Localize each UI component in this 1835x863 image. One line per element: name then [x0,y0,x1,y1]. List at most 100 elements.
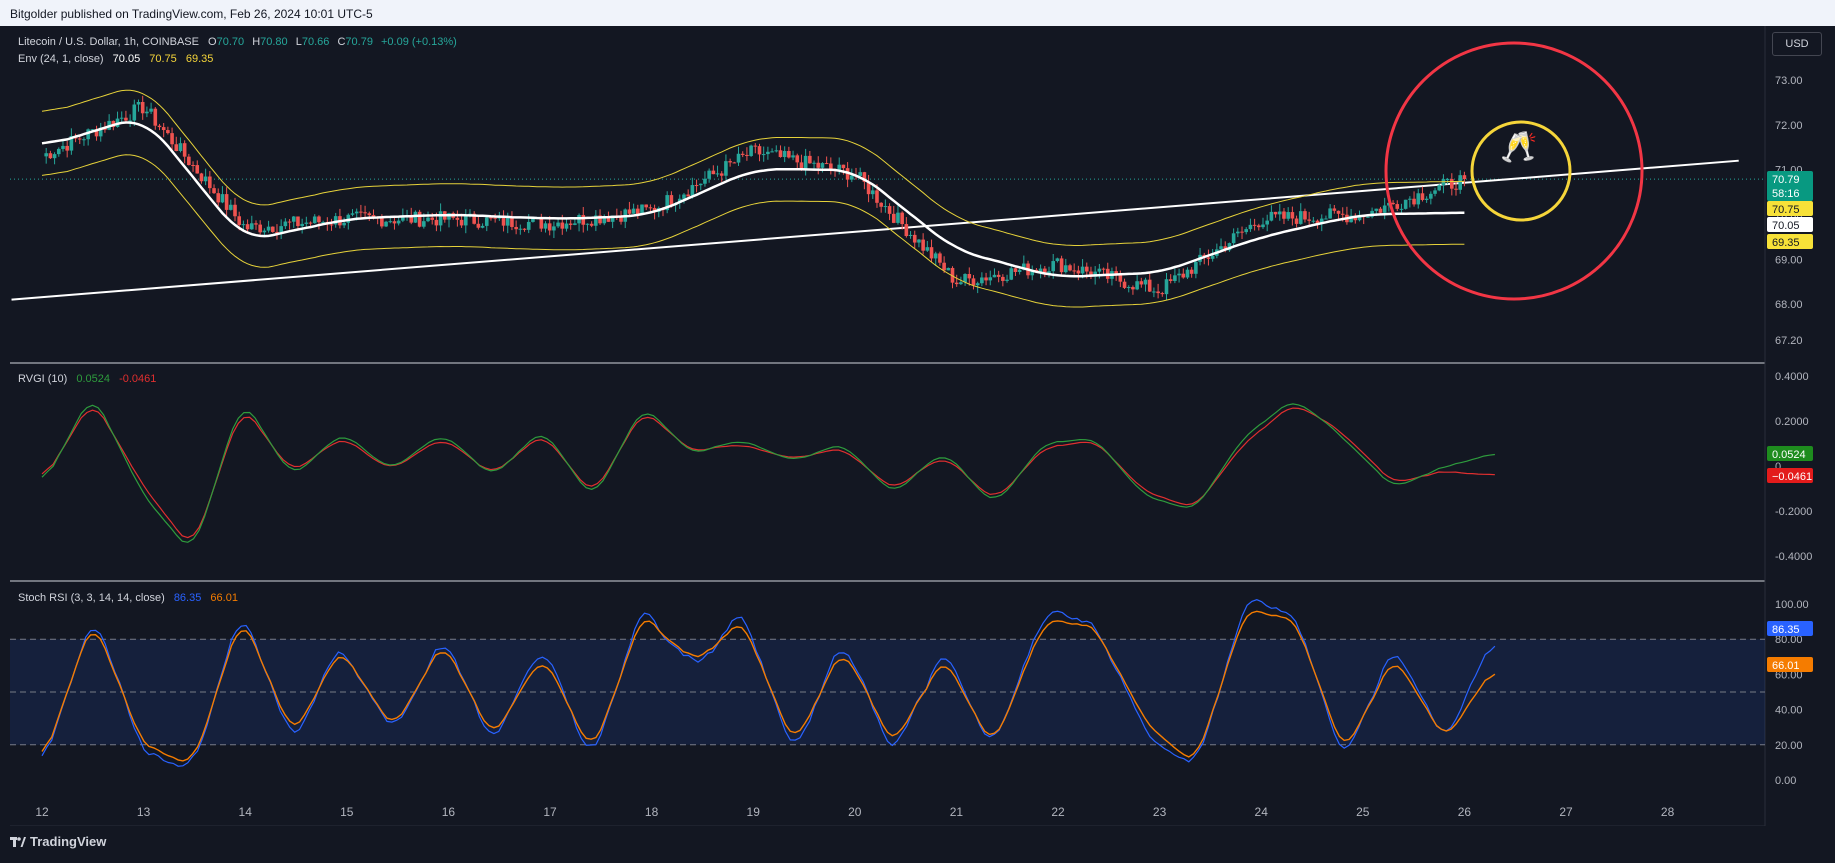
candle-body [795,155,800,163]
candle-body [208,176,212,189]
candle-body [1399,208,1404,210]
candle-body [65,145,69,151]
candle-body [1273,211,1278,215]
candle-body [933,253,938,259]
candle-body [908,234,913,237]
price-tick: 67.20 [1775,335,1803,347]
candle-body [963,274,967,283]
candle-body [1378,208,1383,213]
candle-body [1013,268,1018,272]
candle-body [157,125,162,128]
rvgi-pane[interactable] [41,403,1495,543]
env-basis-badge: 70.05 [1772,220,1800,232]
candle-body [875,190,879,203]
candle-body [1017,269,1022,272]
candle-body [1055,258,1060,262]
candle-body [816,162,821,168]
candle-body [44,153,48,157]
candle-body [1420,193,1425,200]
candle-body [883,206,888,208]
candle-body [690,185,695,197]
candle-body [1231,233,1236,244]
tv-logo-icon [10,835,26,847]
env-title: Env (24, 1, close) [18,53,104,65]
candle-body [648,207,653,209]
candle-body [925,247,930,251]
candle-body [283,221,288,227]
candle-body [438,211,443,226]
candle-body [782,150,787,158]
candle-body [363,212,367,214]
candle-body [841,164,846,169]
candle-body [531,217,535,222]
candle-body [912,234,917,243]
open-value: 70.70 [217,36,245,48]
candle-body [413,211,418,223]
candle-body [174,144,179,151]
price-pane[interactable]: 🥂 [10,41,1765,308]
candle-body [1382,205,1387,213]
candle-body [203,176,208,182]
candle-body [463,215,468,226]
candle-body [371,215,376,217]
candle-body [459,219,464,226]
candle-body [686,194,690,197]
candle-body [984,277,988,281]
candle-body [98,127,103,137]
candle-body [803,155,808,170]
candle-body [233,204,237,217]
tradingview-logo[interactable]: TradingView [10,834,106,849]
currency-button[interactable]: USD [1772,32,1822,56]
candle-body [870,190,875,195]
candle-body [938,253,942,263]
candle-body [199,173,204,182]
candle-body [149,108,153,112]
candle-body [954,282,959,285]
candle-body [1332,208,1337,211]
stoch-tick: 100.00 [1775,599,1809,611]
time-axis[interactable]: 12 13 14 15 16 17 18 19 20 21 22 23 24 25 26 27 28 [35,805,1674,819]
stoch-rsi-pane[interactable] [10,599,1765,767]
candle-body [392,221,397,224]
stoch-d-badge-bg [1767,657,1813,672]
candle-body [808,155,812,164]
candle-body [1315,220,1320,224]
candle-body [321,222,325,224]
candle-body [480,225,485,228]
candle-body [1328,208,1332,219]
candle-body [1227,243,1232,251]
candle-body [270,226,275,232]
candle-body [1101,268,1106,270]
candle-body [170,133,174,145]
candle-body [1118,274,1123,282]
env-upper-badge: 70.75 [1772,204,1800,216]
highlight-circle-small [1470,120,1572,222]
candle-body [552,226,556,231]
low-value: 70.66 [302,36,330,48]
candle-body [1412,198,1416,205]
candle-body [409,215,414,223]
candle-body [422,221,426,227]
candle-body [640,204,644,215]
candle-body [573,223,577,225]
candle-body [1433,190,1437,194]
candle-body [724,161,728,176]
candle-body [212,188,216,194]
candle-body [589,223,594,226]
legends: Litecoin / U.S. Dollar, 1h, COINBASE O70… [18,36,457,604]
footer-bar: TradingView [0,826,1835,863]
candle-body [77,138,82,140]
candle-body [980,277,984,284]
price-axis[interactable]: 73.0072.0071.0070.0069.0068.0067.200.400… [1775,75,1812,787]
candle-body [229,204,233,210]
time-tick: 14 [239,805,253,819]
candle-body [396,220,401,224]
candle-body [291,216,296,222]
candle-body [820,163,825,168]
candle-body [153,108,158,126]
publisher-bar: Bitgolder published on TradingView.com, … [0,0,1835,26]
candle-body [891,213,896,223]
candle-body [1257,225,1261,228]
stoch-title: Stoch RSI (3, 3, 14, 14, close) [18,592,165,604]
